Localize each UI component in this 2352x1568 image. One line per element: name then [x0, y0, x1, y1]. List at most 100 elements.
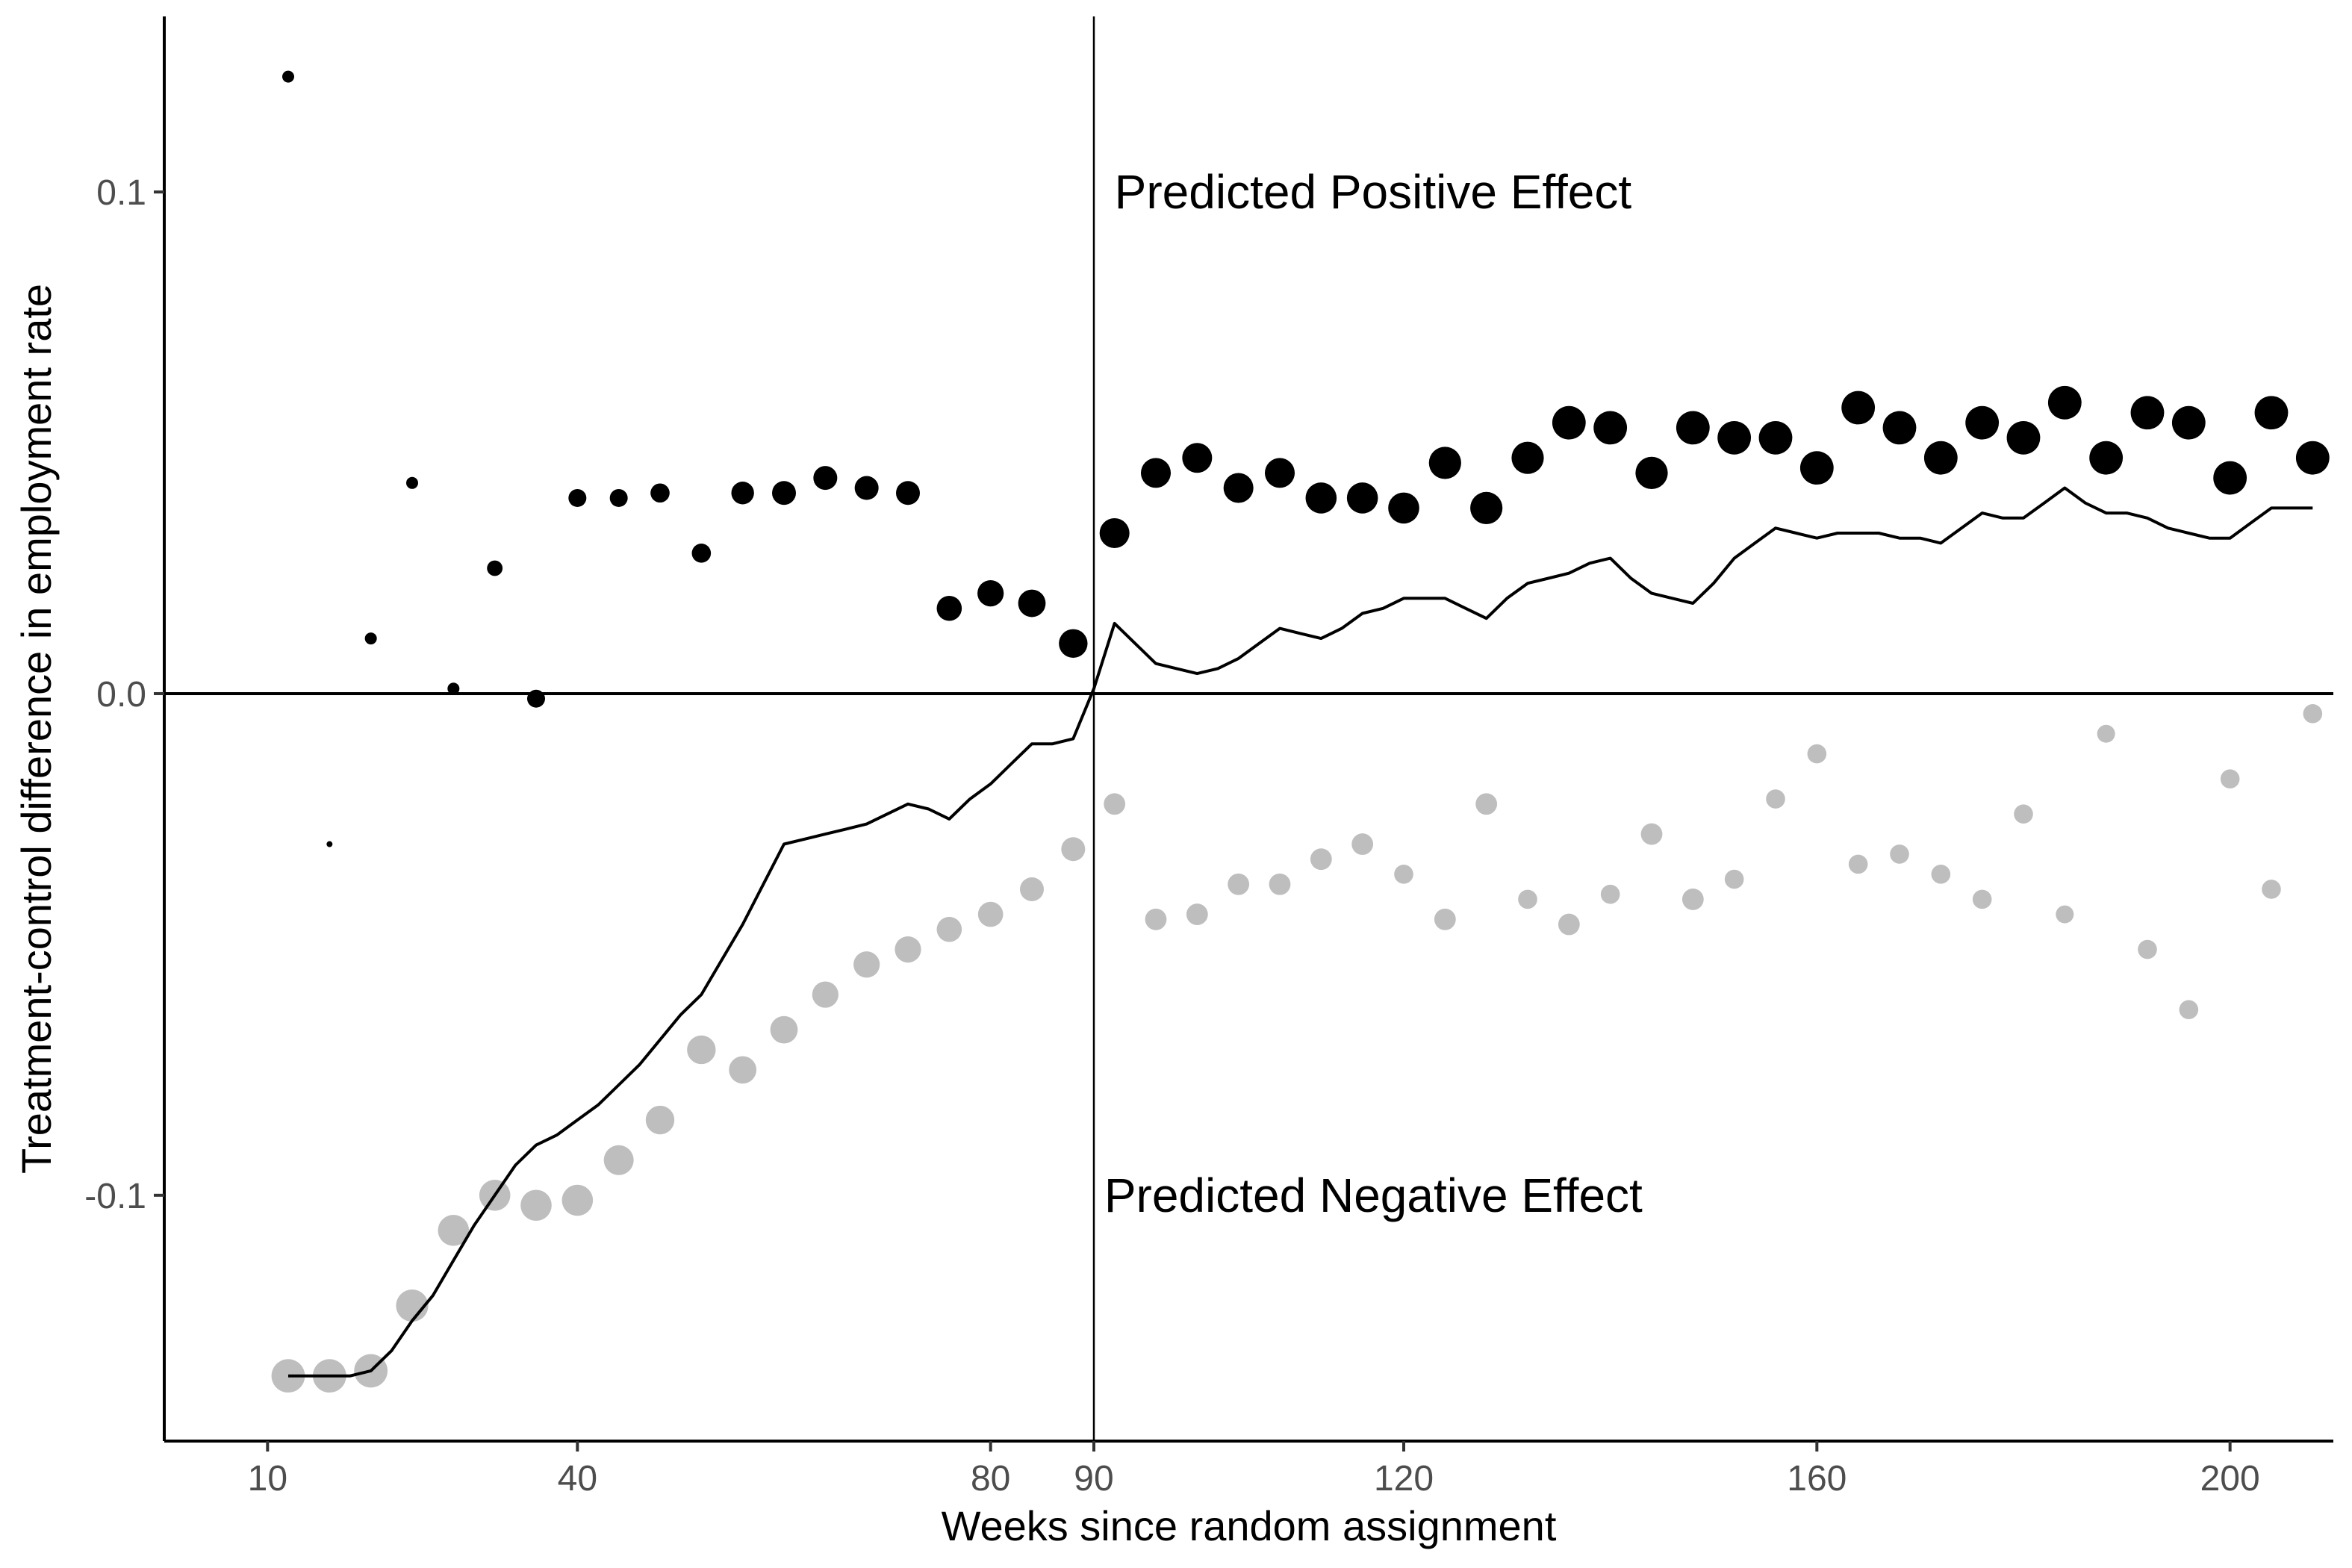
positive-point	[1717, 420, 1752, 455]
x-tick-label: 160	[1787, 1459, 1847, 1499]
series-line	[288, 486, 2313, 1378]
positive-point	[936, 595, 962, 621]
negative-point	[895, 936, 921, 963]
negative-point	[520, 1189, 552, 1222]
negative-point	[687, 1035, 716, 1065]
negative-point	[1310, 848, 1332, 871]
positive-point	[1552, 405, 1586, 440]
positive-point	[1059, 629, 1088, 658]
positive-point	[326, 841, 333, 847]
positive-point	[2006, 420, 2041, 455]
negative-point	[1518, 889, 1537, 909]
positive-point	[2130, 396, 2165, 430]
positive-point	[1635, 456, 1668, 489]
positive-point	[1923, 441, 1958, 475]
x-tick-label: 10	[248, 1459, 287, 1499]
y-tick-label: -0.1	[84, 1177, 146, 1216]
negative-point	[977, 901, 1004, 927]
positive-point	[2089, 441, 2124, 475]
negative-point	[1434, 908, 1456, 930]
negative-point	[645, 1105, 675, 1135]
positive-point	[896, 481, 920, 505]
negative-point	[1104, 793, 1126, 815]
positive-point	[1305, 482, 1337, 514]
negative-point	[1269, 873, 1291, 895]
negative-point	[1558, 913, 1580, 936]
negative-point	[1681, 889, 1704, 910]
positive-point	[487, 560, 503, 576]
positive-point	[1593, 411, 1628, 445]
positive-point	[1676, 411, 1710, 445]
positive-point	[2254, 396, 2289, 430]
negative-point	[438, 1215, 470, 1246]
negative-point	[1020, 877, 1044, 901]
positive-point	[1965, 405, 2000, 440]
negative-point	[2056, 905, 2074, 924]
negative-point	[2097, 724, 2115, 743]
positive-points-group	[282, 70, 2330, 847]
positive-point	[1841, 391, 1876, 425]
positive-point	[527, 689, 545, 708]
negative-point	[2262, 880, 2281, 899]
positive-point	[2171, 405, 2206, 440]
positive-point	[650, 483, 670, 503]
negative-point	[1186, 903, 1208, 925]
positive-point	[813, 466, 838, 491]
negative-point	[1807, 744, 1827, 764]
negative-point	[1061, 837, 1086, 862]
negative-point	[1766, 789, 1785, 809]
positive-point	[854, 476, 879, 500]
positive-point	[1428, 447, 1461, 479]
positive-point	[772, 481, 796, 505]
positive-point	[2213, 461, 2247, 495]
positive-point	[447, 682, 460, 695]
positive-point	[282, 70, 294, 83]
x-axis-title: Weeks since random assignment	[942, 1502, 1557, 1549]
positive-point	[1182, 443, 1213, 473]
positive-point	[1223, 473, 1254, 503]
x-tick-label: 80	[971, 1459, 1010, 1499]
negative-point	[812, 981, 839, 1008]
negative-point	[2138, 939, 2157, 959]
negative-point	[603, 1145, 634, 1175]
negative-point	[853, 951, 880, 978]
positive-point	[2295, 441, 2330, 475]
positive-point	[1758, 420, 1793, 455]
negative-point	[729, 1056, 757, 1084]
series-layer	[271, 70, 2330, 1393]
negative-point	[1640, 823, 1663, 845]
y-tick-label: 0.0	[96, 675, 146, 715]
positive-point	[731, 482, 754, 505]
negative-point	[1394, 865, 1413, 884]
labels: Predicted Positive Effect Predicted Nega…	[13, 165, 1643, 1549]
y-axis-title: Treatment-control difference in employme…	[13, 284, 60, 1174]
positive-point	[1265, 458, 1295, 488]
annotation-negative: Predicted Negative Effect	[1104, 1169, 1643, 1222]
positive-point	[977, 580, 1004, 607]
positive-point	[1470, 491, 1503, 524]
negative-points-group	[271, 704, 2323, 1393]
positive-point	[568, 488, 587, 507]
positive-point	[406, 476, 418, 489]
y-tick-label: 0.1	[96, 173, 146, 213]
negative-point	[1848, 854, 1868, 874]
positive-point	[1882, 411, 1917, 445]
negative-point	[2014, 804, 2033, 824]
negative-point	[2179, 1000, 2199, 1020]
positive-point	[1018, 589, 1046, 617]
x-tick-label: 120	[1374, 1459, 1434, 1499]
axes: 10 40 80 90 120 160 200 0.1 0.0 -0.1	[84, 16, 2333, 1499]
x-tick-label: 200	[2200, 1459, 2260, 1499]
negative-point	[2220, 769, 2240, 788]
negative-point	[1228, 873, 1250, 895]
positive-point	[1141, 458, 1171, 488]
positive-point	[691, 544, 712, 563]
negative-point	[561, 1184, 594, 1216]
negative-point	[1600, 884, 1620, 904]
negative-point	[1931, 865, 1951, 884]
positive-point	[364, 632, 377, 645]
positive-point	[1799, 451, 1834, 485]
negative-point	[936, 916, 962, 942]
negative-point	[770, 1015, 798, 1044]
